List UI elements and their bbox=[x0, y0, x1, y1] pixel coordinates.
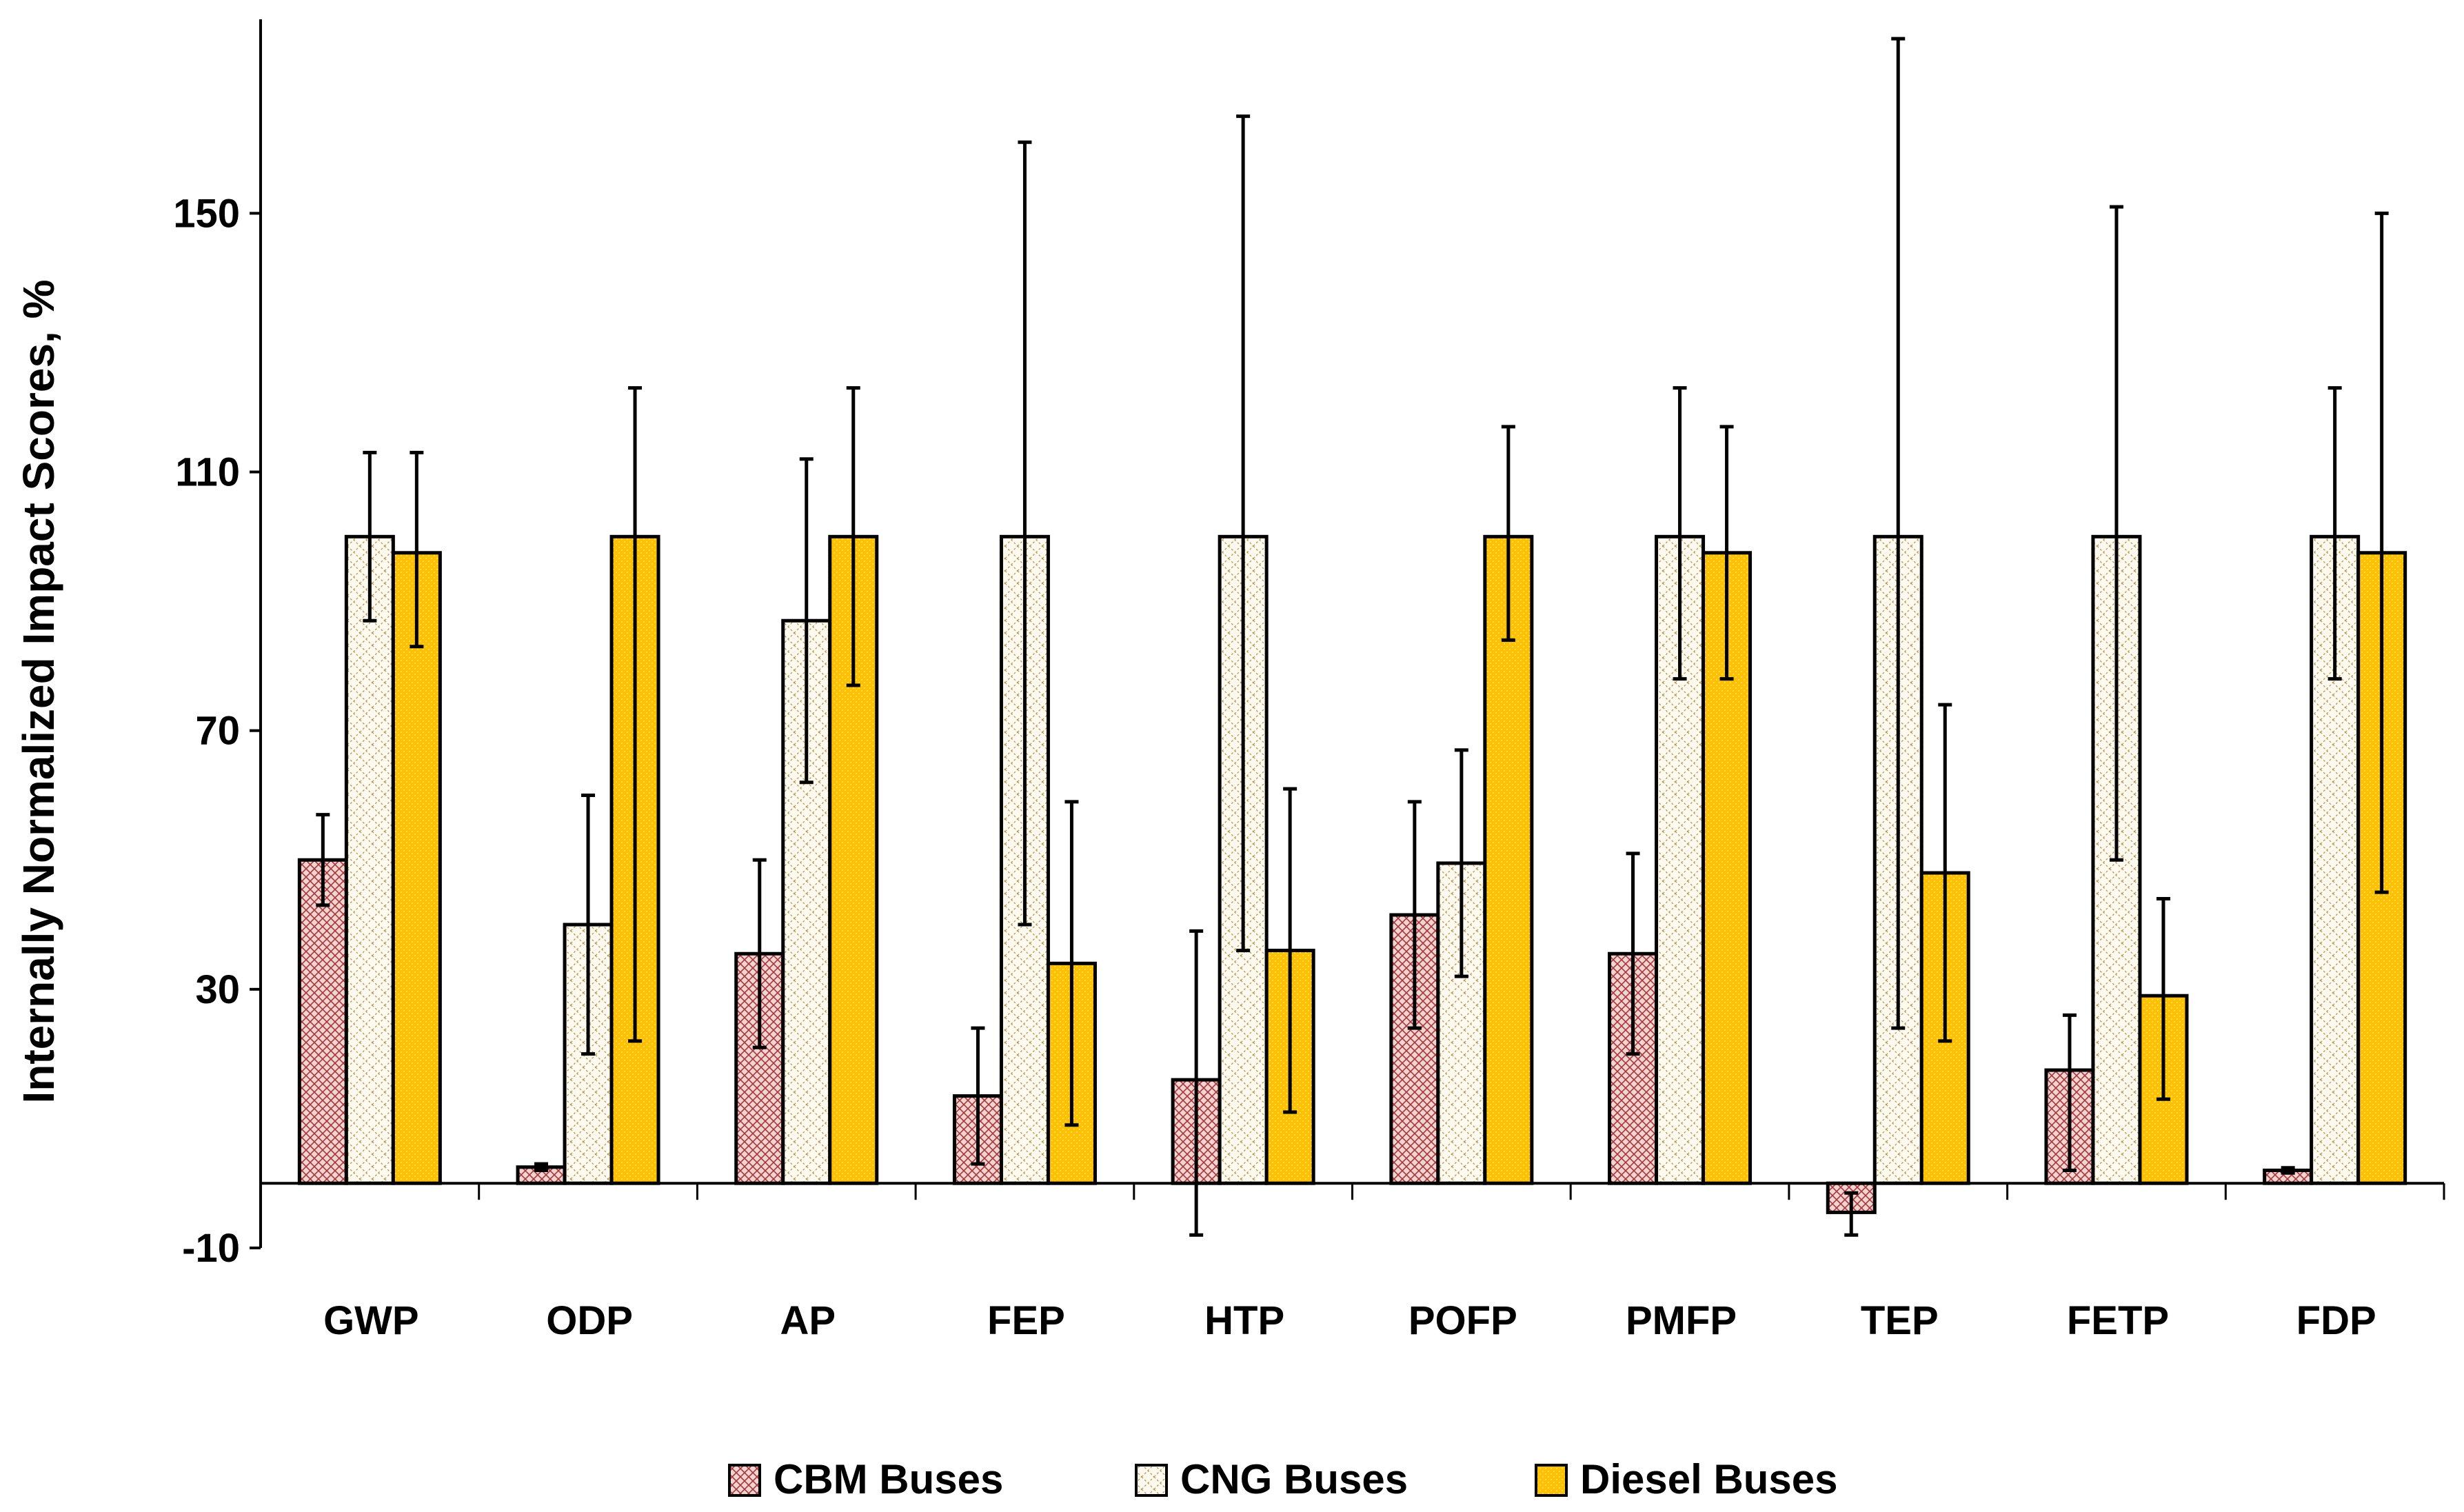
error-bars-layer bbox=[316, 37, 2389, 1237]
legend: CBM Buses CNG Buses Diesel Buses bbox=[728, 1456, 1838, 1502]
bar bbox=[297, 858, 348, 1185]
y-tick-label: 110 bbox=[175, 450, 240, 495]
legend-item: CNG Buses bbox=[1135, 1456, 1408, 1502]
y-axis-title: Internally Normalized Impact Scores, % bbox=[14, 279, 63, 1103]
x-tick-label: GWP bbox=[323, 1298, 419, 1343]
x-tick-label: FETP bbox=[2067, 1298, 2169, 1343]
legend-label: Diesel Buses bbox=[1580, 1456, 1838, 1502]
x-tick-label: AP bbox=[780, 1298, 836, 1343]
legend-swatch bbox=[1535, 1464, 1568, 1497]
bar bbox=[1483, 534, 1534, 1185]
x-tick-label: HTP bbox=[1204, 1298, 1284, 1343]
y-tick-label: 70 bbox=[195, 709, 240, 754]
legend-swatch bbox=[1135, 1464, 1168, 1497]
x-tick-label: POFP bbox=[1408, 1298, 1517, 1343]
legend-item: Diesel Buses bbox=[1535, 1456, 1838, 1502]
bars-layer bbox=[297, 534, 2407, 1214]
x-tick-label: FDP bbox=[2296, 1298, 2376, 1343]
x-tick-label: ODP bbox=[546, 1298, 633, 1343]
y-tick-label: 30 bbox=[195, 967, 240, 1012]
x-tick-label: FEP bbox=[987, 1298, 1065, 1343]
x-tick-label: PMFP bbox=[1626, 1298, 1737, 1343]
bar bbox=[344, 534, 395, 1185]
y-tick-label: -10 bbox=[182, 1226, 240, 1271]
legend-label: CBM Buses bbox=[774, 1456, 1003, 1502]
y-tick-label: 150 bbox=[173, 191, 240, 236]
legend-label: CNG Buses bbox=[1180, 1456, 1408, 1502]
legend-item: CBM Buses bbox=[728, 1456, 1003, 1502]
x-tick-label: TEP bbox=[1861, 1298, 1939, 1343]
legend-swatch bbox=[728, 1464, 761, 1497]
